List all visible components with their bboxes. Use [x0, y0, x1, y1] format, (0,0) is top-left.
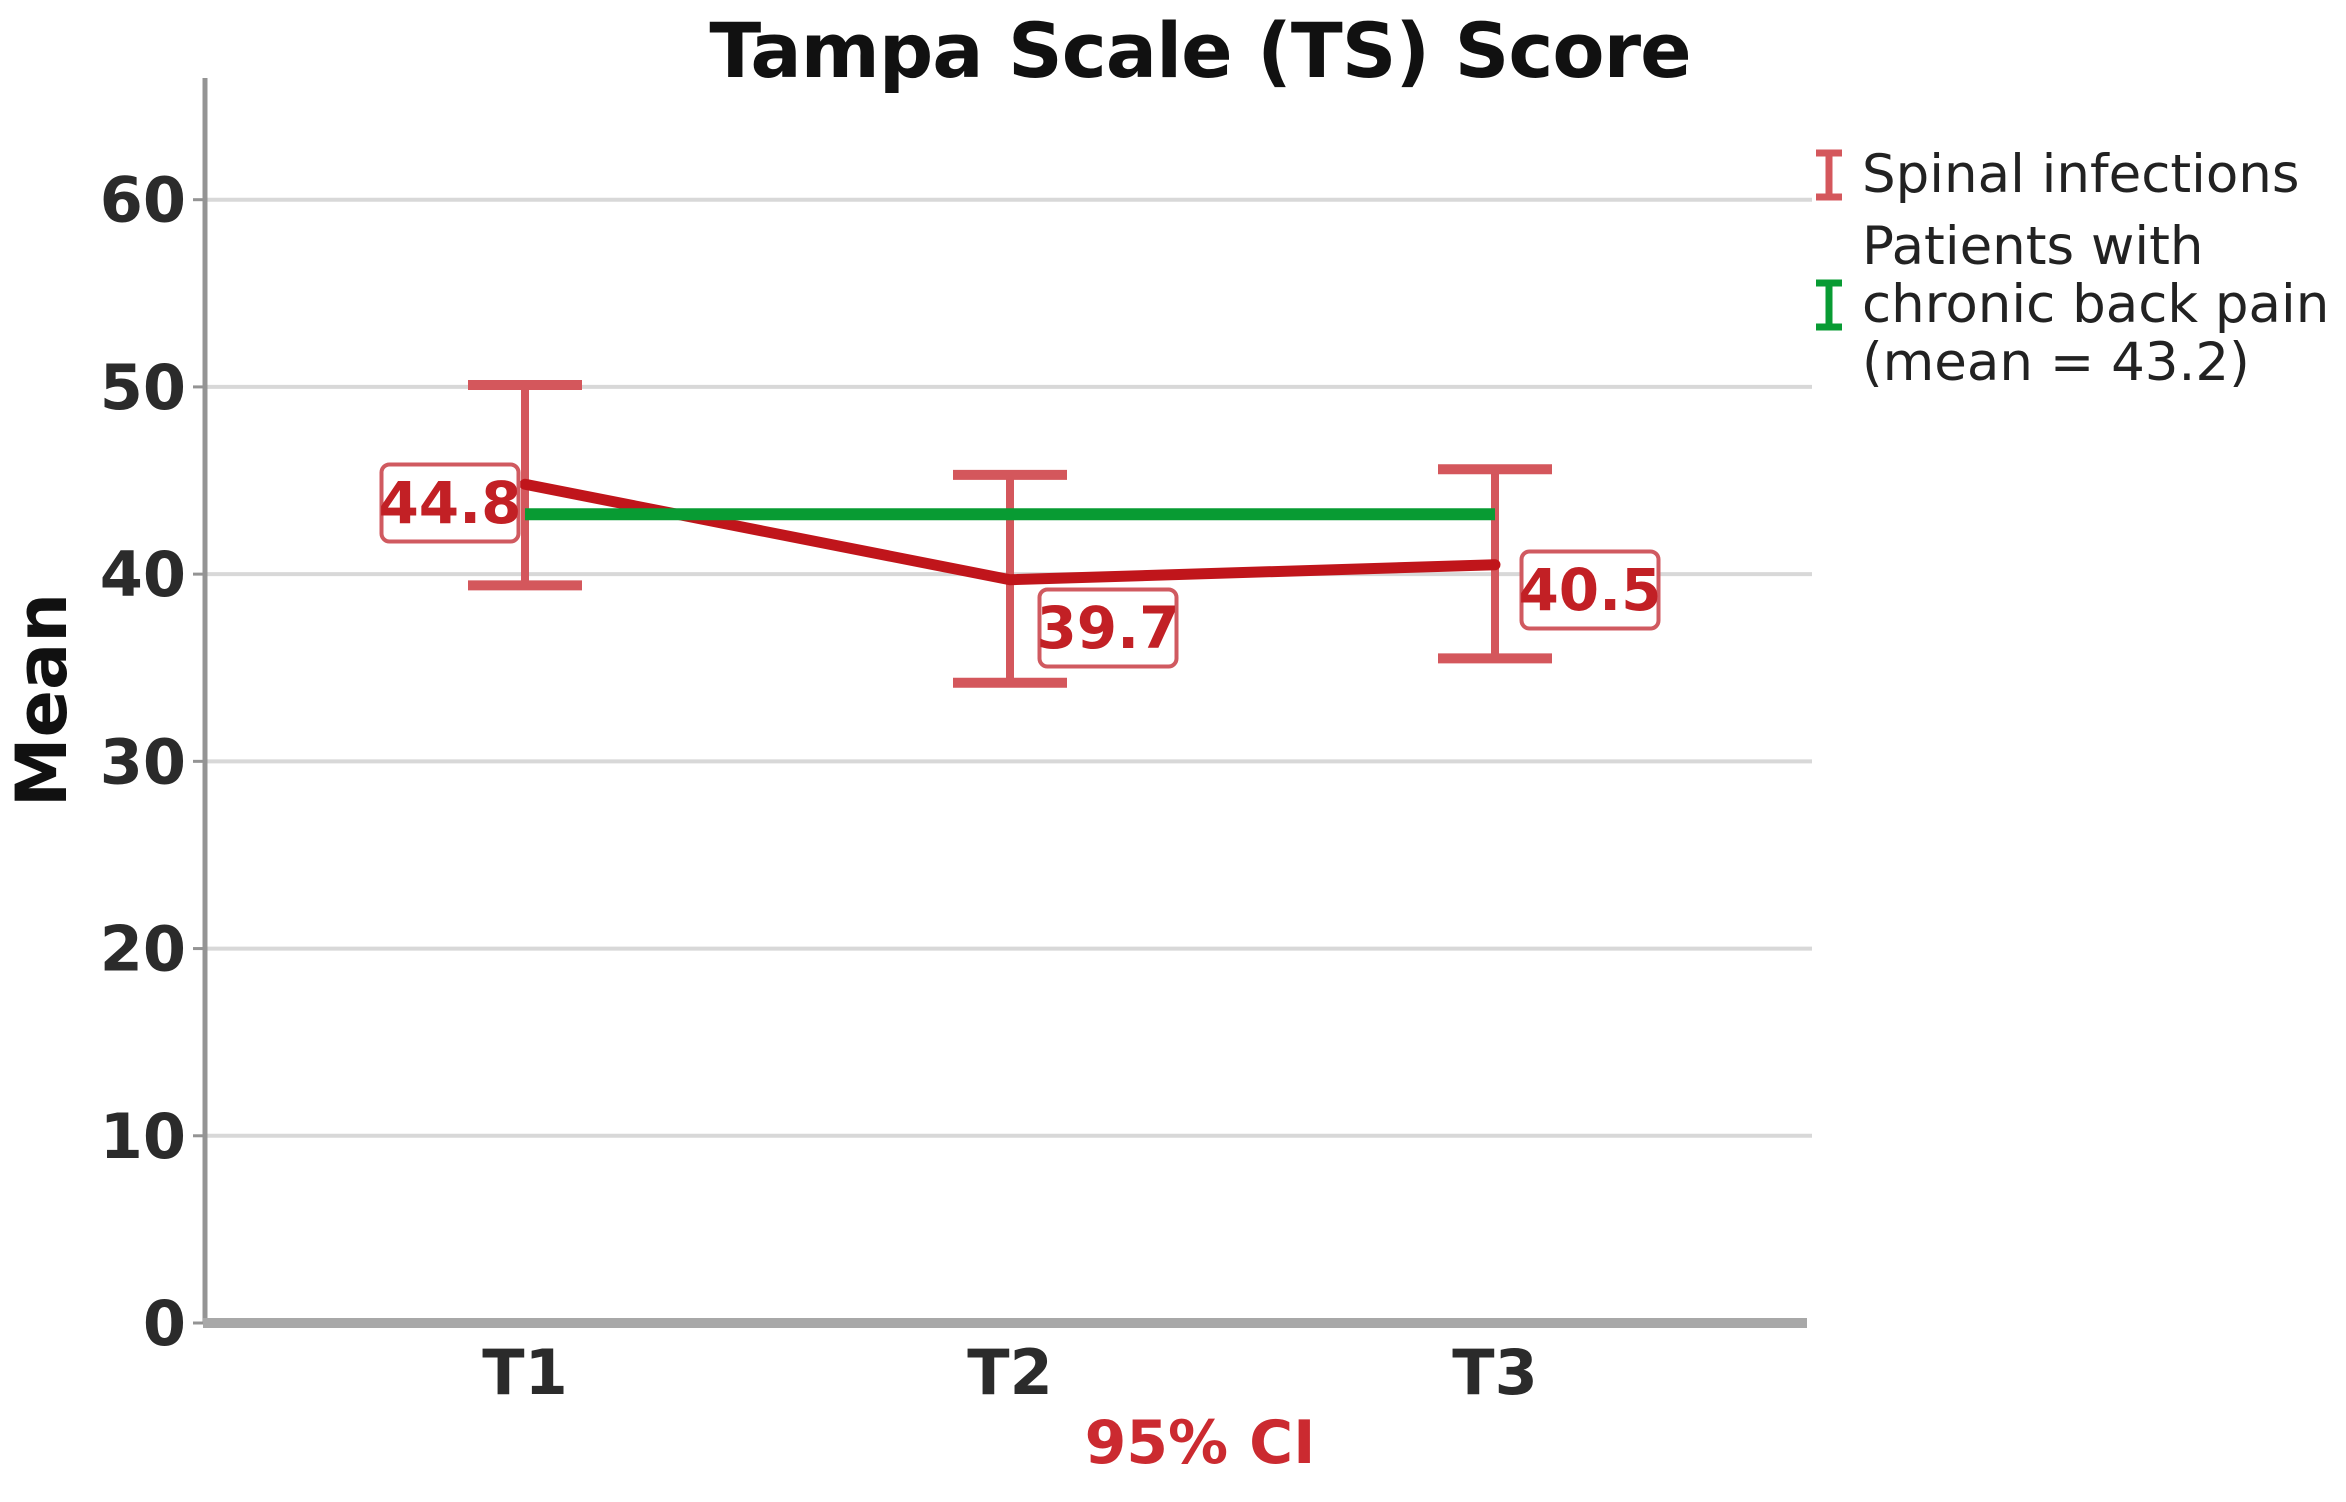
category-label: T3: [1452, 1336, 1537, 1409]
y-tick-label: 10: [100, 1100, 186, 1173]
y-tick-label: 50: [100, 351, 186, 424]
error-bar-icon: [1816, 279, 1842, 331]
legend: Spinal infections Patients with chronic …: [1812, 146, 2329, 392]
category-label: T2: [967, 1336, 1052, 1409]
point-label-box: [1037, 587, 1179, 669]
legend-label: Spinal infections: [1862, 144, 2300, 205]
y-tick-label: 60: [100, 164, 186, 237]
legend-label: Patients with chronic back pain (mean = …: [1862, 216, 2330, 393]
point-label: 44.8: [378, 469, 521, 537]
point-label-box: [1519, 549, 1661, 631]
y-tick-label: 40: [100, 538, 186, 611]
y-tick-label: 20: [100, 913, 186, 986]
y-tick-label: 30: [100, 725, 186, 798]
point-label: 40.5: [1518, 556, 1661, 624]
legend-entry-spinal-infections: Spinal infections: [1812, 146, 2329, 204]
point-label-box: [379, 462, 521, 544]
point-label: 39.7: [1036, 594, 1179, 662]
category-label: T1: [482, 1336, 567, 1409]
legend-entry-chronic-back-pain: Patients with chronic back pain (mean = …: [1812, 218, 2329, 392]
x-axis-subtitle: 95% CI: [1084, 1408, 1316, 1478]
error-bar-icon: [1816, 149, 1842, 201]
chart-title: Tampa Scale (TS) Score: [709, 6, 1691, 95]
y-tick-label: 0: [143, 1287, 186, 1360]
